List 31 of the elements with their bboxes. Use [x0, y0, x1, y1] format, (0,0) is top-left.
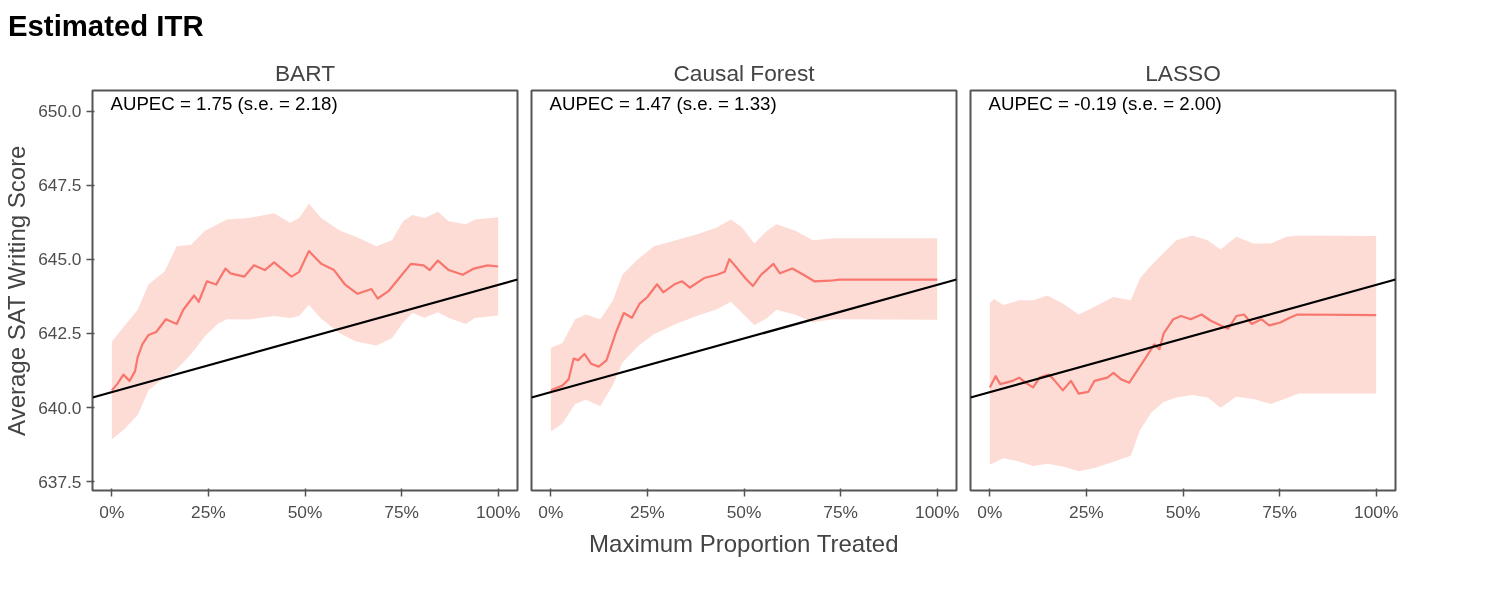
y-tick-label: 637.5: [38, 471, 82, 492]
y-tick-label: 647.5: [38, 175, 82, 196]
x-tick-label: 0%: [977, 501, 1003, 522]
x-tick-label: 75%: [823, 501, 858, 522]
x-tick-label: 75%: [384, 501, 419, 522]
x-tick-label: 75%: [1262, 501, 1297, 522]
y-axis-title: Average SAT Writing Score: [3, 145, 31, 436]
x-tick-label: 50%: [1165, 501, 1201, 522]
x-tick-label: 100%: [915, 501, 960, 522]
x-tick-label: 100%: [476, 501, 521, 522]
chart-subtitle: LASSO: [1145, 59, 1221, 86]
x-tick-label: 25%: [1069, 501, 1104, 522]
x-tick-label: 25%: [191, 501, 226, 522]
x-axis-title: Maximum Proportion Treated: [589, 529, 899, 557]
y-tick-label: 645.0: [38, 249, 82, 270]
x-tick-label: 100%: [1354, 501, 1399, 522]
chart-title: Estimated ITR: [8, 8, 204, 44]
annotation: AUPEC = -0.19 (s.e. = 2.00): [988, 92, 1222, 114]
line-series: [110, 249, 500, 392]
x-tick-label: 50%: [287, 501, 323, 522]
annotation: AUPEC = 1.47 (s.e. = 1.33): [549, 92, 777, 114]
x-tick-label: 25%: [630, 501, 665, 522]
y-tick-label: 642.5: [38, 323, 82, 344]
annotation: AUPEC = 1.75 (s.e. = 2.18): [110, 92, 338, 114]
chart-subtitle: BART: [274, 59, 336, 86]
y-tick-label: 640.0: [38, 397, 82, 418]
x-tick-label: 0%: [538, 501, 564, 522]
chart-subtitle: Causal Forest: [673, 59, 816, 86]
x-tick-label: 50%: [726, 501, 762, 522]
x-tick-label: 0%: [99, 501, 125, 522]
y-tick-label: 650.0: [38, 101, 82, 122]
